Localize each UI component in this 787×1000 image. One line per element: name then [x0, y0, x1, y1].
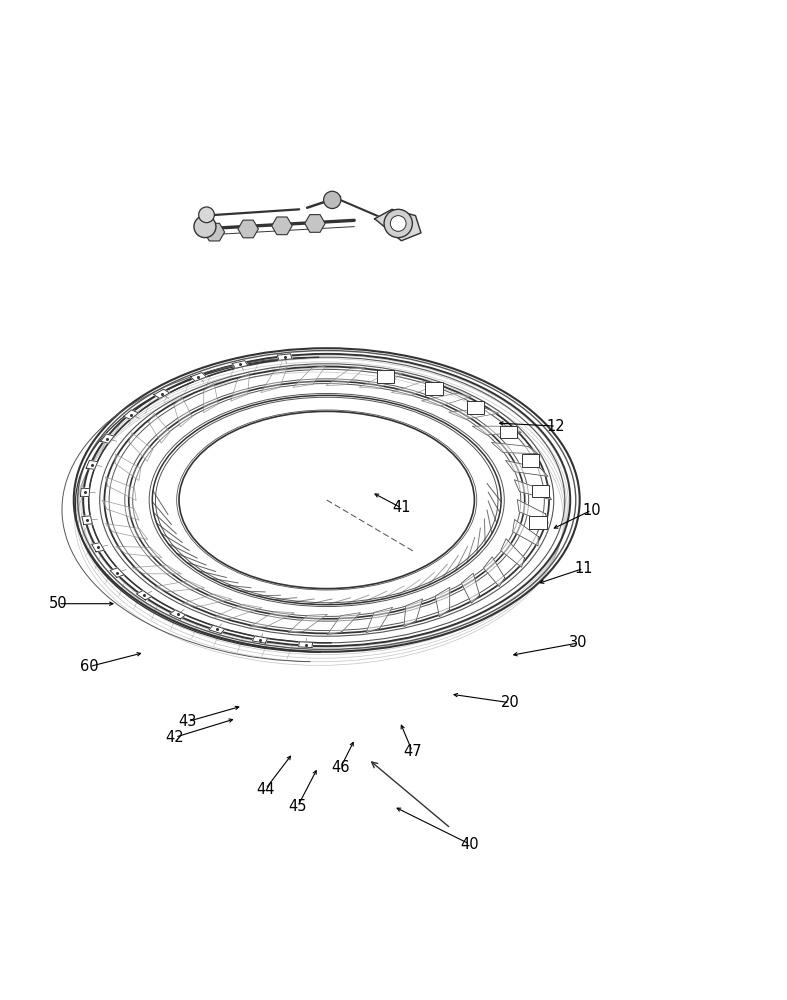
Polygon shape — [105, 477, 136, 500]
Polygon shape — [449, 408, 499, 419]
Polygon shape — [215, 604, 262, 619]
FancyBboxPatch shape — [532, 485, 549, 497]
Polygon shape — [501, 539, 524, 567]
Circle shape — [194, 216, 216, 238]
Polygon shape — [366, 607, 393, 633]
Polygon shape — [86, 460, 98, 469]
Polygon shape — [435, 587, 450, 617]
Text: 60: 60 — [80, 659, 99, 674]
Polygon shape — [391, 381, 439, 396]
Circle shape — [384, 209, 412, 238]
Polygon shape — [232, 361, 248, 368]
Polygon shape — [136, 591, 152, 600]
Polygon shape — [472, 426, 521, 435]
Polygon shape — [326, 367, 365, 386]
FancyBboxPatch shape — [377, 370, 394, 383]
FancyBboxPatch shape — [467, 401, 484, 414]
Polygon shape — [80, 488, 90, 497]
Text: 42: 42 — [166, 730, 184, 745]
Text: 11: 11 — [575, 561, 593, 576]
Circle shape — [323, 191, 341, 209]
Text: 47: 47 — [403, 744, 422, 759]
Polygon shape — [174, 397, 192, 427]
Polygon shape — [261, 367, 287, 393]
Polygon shape — [298, 642, 312, 648]
Polygon shape — [132, 565, 181, 574]
Polygon shape — [491, 442, 538, 454]
Polygon shape — [155, 581, 205, 592]
Text: 44: 44 — [257, 782, 275, 797]
Polygon shape — [105, 524, 148, 539]
Text: 46: 46 — [331, 760, 350, 775]
FancyBboxPatch shape — [500, 426, 517, 438]
Polygon shape — [102, 500, 139, 520]
Polygon shape — [154, 389, 169, 398]
Polygon shape — [512, 519, 538, 546]
Text: 12: 12 — [547, 419, 565, 434]
Text: 40: 40 — [460, 837, 479, 852]
Polygon shape — [170, 610, 186, 619]
Polygon shape — [250, 612, 294, 627]
Polygon shape — [110, 568, 124, 577]
Text: 20: 20 — [501, 695, 519, 710]
Polygon shape — [183, 594, 232, 607]
Polygon shape — [404, 599, 423, 627]
Polygon shape — [209, 625, 225, 633]
Polygon shape — [149, 413, 170, 443]
Polygon shape — [422, 393, 471, 406]
Polygon shape — [515, 480, 552, 500]
Polygon shape — [375, 209, 421, 241]
Polygon shape — [277, 354, 292, 360]
Polygon shape — [115, 454, 141, 481]
Polygon shape — [461, 573, 479, 603]
Polygon shape — [101, 434, 114, 443]
Polygon shape — [124, 410, 139, 419]
Circle shape — [198, 207, 214, 223]
Polygon shape — [116, 546, 162, 558]
Polygon shape — [190, 373, 206, 381]
Circle shape — [390, 216, 406, 231]
FancyBboxPatch shape — [425, 382, 442, 395]
Polygon shape — [327, 613, 360, 635]
Polygon shape — [82, 516, 92, 525]
Polygon shape — [293, 365, 327, 387]
Polygon shape — [231, 373, 249, 401]
Polygon shape — [204, 383, 218, 413]
Text: 10: 10 — [582, 503, 600, 518]
Text: 41: 41 — [392, 500, 411, 515]
Polygon shape — [359, 373, 403, 388]
Text: 45: 45 — [288, 799, 307, 814]
Polygon shape — [129, 433, 153, 461]
Polygon shape — [91, 543, 104, 552]
Polygon shape — [517, 500, 548, 523]
Polygon shape — [288, 614, 327, 633]
Polygon shape — [483, 557, 504, 587]
Polygon shape — [505, 461, 548, 476]
FancyBboxPatch shape — [530, 516, 547, 529]
Text: 50: 50 — [49, 596, 68, 611]
Polygon shape — [253, 636, 268, 643]
Text: 30: 30 — [569, 635, 587, 650]
FancyBboxPatch shape — [522, 454, 539, 467]
Text: 43: 43 — [179, 714, 197, 729]
